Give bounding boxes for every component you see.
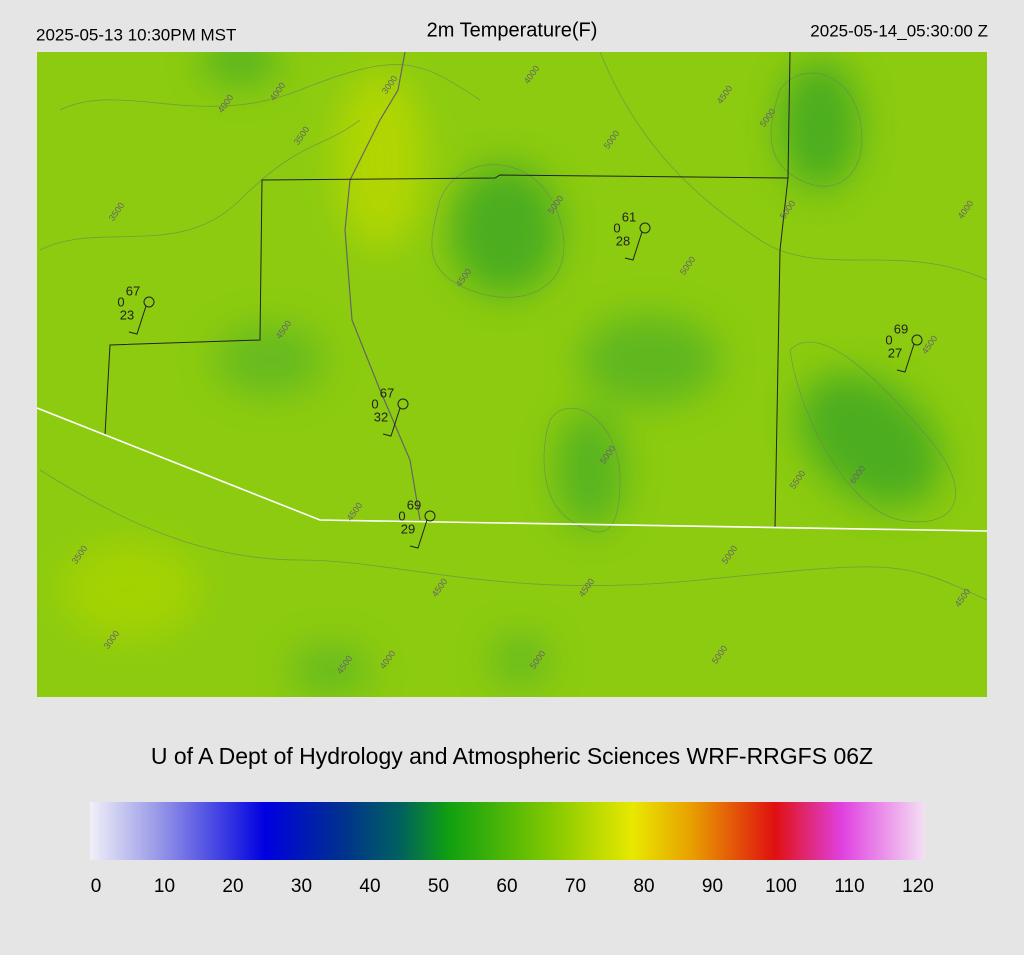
- title: 2m Temperature(F): [427, 19, 598, 41]
- wind-barb: [409, 519, 428, 549]
- temperature: 67: [380, 385, 394, 400]
- temperature: 69: [407, 497, 421, 512]
- colorbar-tick-label: 100: [765, 876, 797, 897]
- temperature: 67: [126, 283, 140, 298]
- colorbar: [90, 802, 925, 860]
- valid-utc: 2025-05-14_05:30:00 Z: [810, 21, 988, 40]
- dewpoint: 23: [120, 307, 134, 322]
- station-value: 0: [613, 220, 620, 235]
- colorbar-tick-label: 20: [222, 876, 243, 897]
- temperature: 61: [622, 209, 636, 224]
- wind-barb: [382, 407, 401, 437]
- dewpoint: 29: [401, 521, 415, 536]
- colorbar-tick-label: 80: [633, 876, 654, 897]
- colorbar-tick-label: 0: [91, 876, 102, 897]
- station-value: 0: [398, 508, 405, 523]
- temperature: 69: [894, 321, 908, 336]
- station-circle: [143, 296, 155, 308]
- valid-local: 2025-05-13 10:30PM MST: [36, 25, 236, 44]
- station-circle: [424, 510, 436, 522]
- colorbar-tick-label: 60: [496, 876, 517, 897]
- colorbar-tick-label: 50: [428, 876, 449, 897]
- colorbar-tick-label: 120: [902, 876, 934, 897]
- station-value: 0: [885, 332, 892, 347]
- wind-barb: [896, 343, 915, 373]
- station-circle: [397, 398, 409, 410]
- dewpoint: 28: [616, 233, 630, 248]
- colorbar-tick-label: 90: [702, 876, 723, 897]
- colorbar-tick-label: 70: [565, 876, 586, 897]
- dewpoint: 27: [888, 345, 902, 360]
- colorbar-tick-label: 30: [291, 876, 312, 897]
- wind-barb: [624, 231, 643, 261]
- station-value: 0: [117, 294, 124, 309]
- dewpoint: 32: [374, 409, 388, 424]
- colorbar-tick-label: 10: [154, 876, 175, 897]
- colorbar-tick-label: 110: [834, 876, 864, 897]
- wind-barb: [128, 305, 147, 335]
- station-value: 0: [371, 396, 378, 411]
- footer: U of A Dept of Hydrology and Atmospheric…: [151, 743, 873, 769]
- colorbar-tick-label: 40: [359, 876, 380, 897]
- station-circle: [639, 222, 651, 234]
- station-circle: [911, 334, 923, 346]
